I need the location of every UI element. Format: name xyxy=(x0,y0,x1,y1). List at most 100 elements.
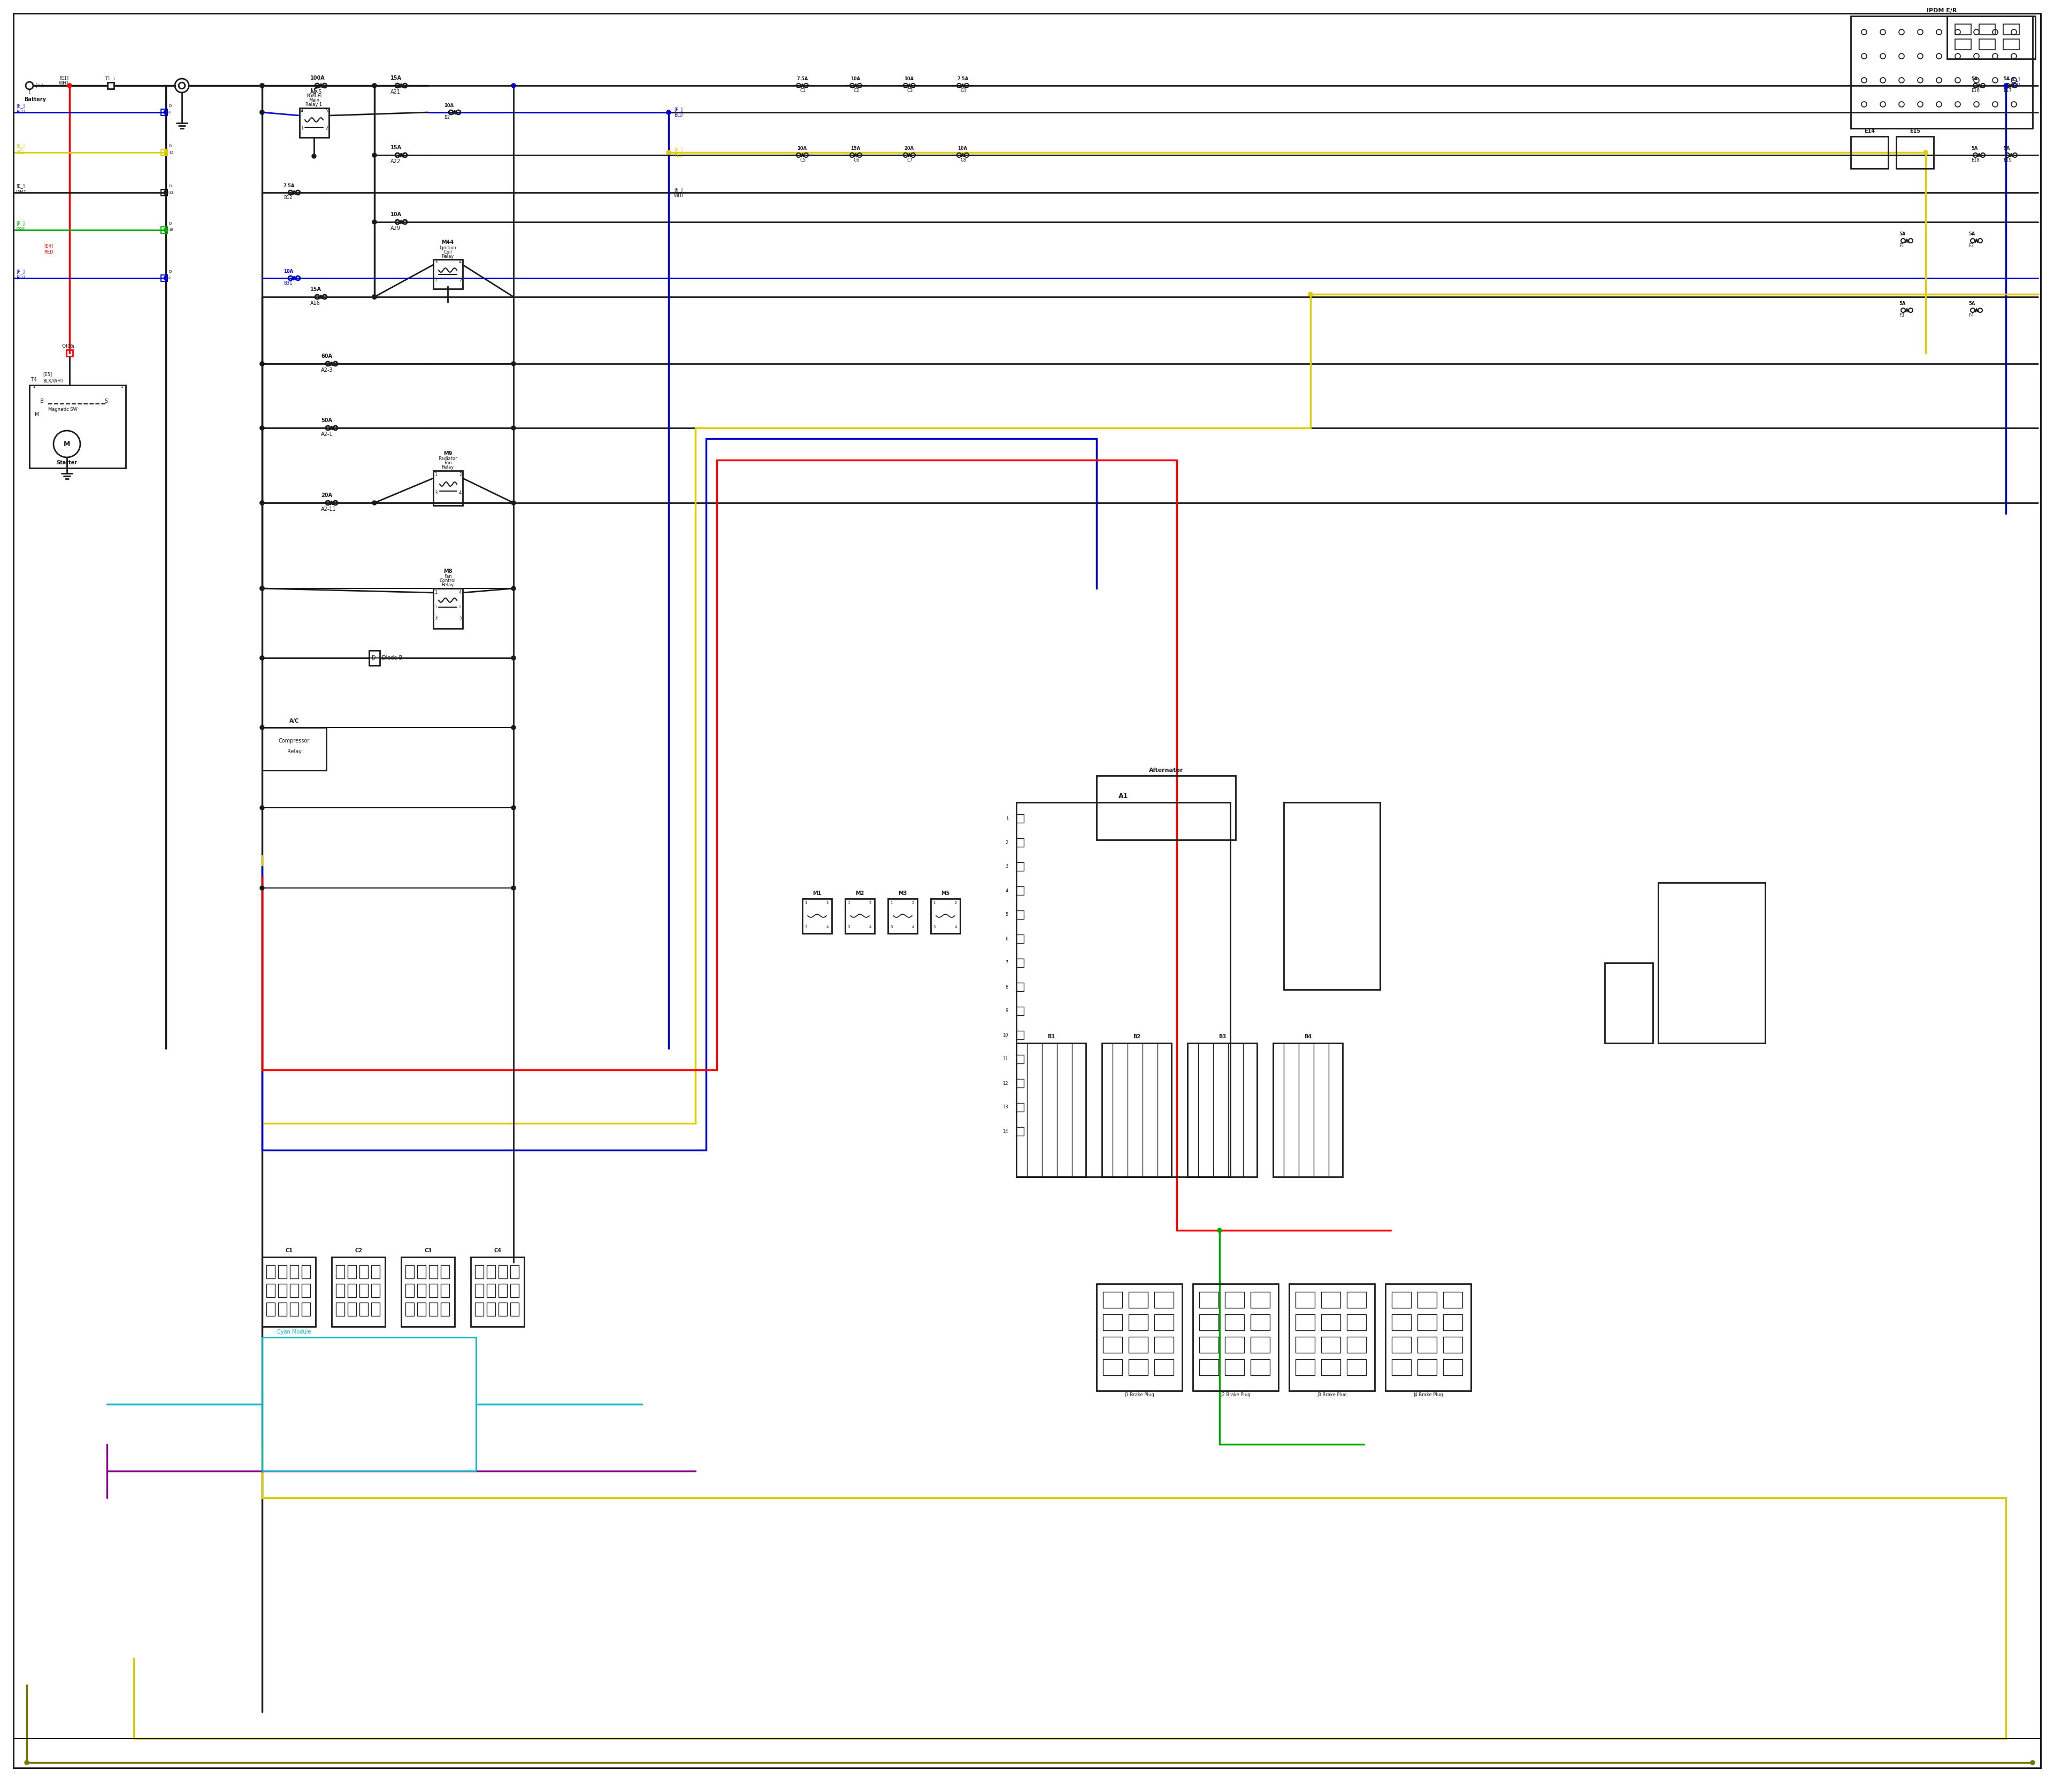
Bar xyxy=(417,1283,425,1297)
Text: [E_]
WHT: [E_] WHT xyxy=(674,188,684,197)
Bar xyxy=(1017,982,1023,991)
Bar xyxy=(1187,1043,1257,1177)
Circle shape xyxy=(372,294,376,299)
Text: 2: 2 xyxy=(955,901,957,905)
Text: 12: 12 xyxy=(1002,1081,1009,1086)
Bar xyxy=(1103,1337,1121,1353)
Circle shape xyxy=(511,885,516,891)
Bar xyxy=(1224,1292,1245,1308)
Text: 7.5A: 7.5A xyxy=(957,77,969,82)
Text: C2: C2 xyxy=(852,88,859,93)
Text: Relay 1: Relay 1 xyxy=(306,102,322,108)
Bar xyxy=(160,109,168,115)
Text: 5A: 5A xyxy=(2003,77,2009,82)
Text: Relay: Relay xyxy=(442,582,454,588)
Bar xyxy=(1947,16,2036,59)
Text: M5: M5 xyxy=(941,891,949,896)
Bar xyxy=(1017,839,1023,848)
Text: C8: C8 xyxy=(959,158,965,163)
Bar xyxy=(290,1283,298,1297)
Bar xyxy=(1101,1043,1171,1177)
Bar xyxy=(1017,862,1023,871)
Text: 10A: 10A xyxy=(957,147,967,151)
Text: C2: C2 xyxy=(355,1247,362,1253)
Text: (+): (+) xyxy=(35,82,43,88)
Bar xyxy=(160,228,168,233)
Bar xyxy=(474,1265,483,1278)
Circle shape xyxy=(261,426,265,430)
Circle shape xyxy=(261,726,265,729)
Bar xyxy=(1347,1314,1366,1330)
Text: 1: 1 xyxy=(33,385,35,389)
Text: A2-11: A2-11 xyxy=(320,507,337,513)
Text: 2: 2 xyxy=(168,276,170,280)
Text: 5A: 5A xyxy=(1968,301,1976,306)
Bar xyxy=(290,1265,298,1278)
Bar xyxy=(29,385,125,468)
Text: 1: 1 xyxy=(433,473,438,477)
Text: 1: 1 xyxy=(889,901,893,905)
Bar xyxy=(1296,1337,1315,1353)
Bar xyxy=(1017,910,1023,919)
Text: 13: 13 xyxy=(1002,1106,1009,1109)
Bar xyxy=(1444,1337,1462,1353)
Text: A2-1: A2-1 xyxy=(320,432,333,437)
Bar xyxy=(337,1265,345,1278)
Circle shape xyxy=(261,656,265,659)
Text: D: D xyxy=(168,222,170,226)
Text: 2: 2 xyxy=(826,901,828,905)
Text: 10A: 10A xyxy=(797,147,807,151)
Bar xyxy=(1251,1314,1269,1330)
Text: M8: M8 xyxy=(444,568,452,573)
Text: BLK/WHT: BLK/WHT xyxy=(43,378,64,383)
Bar xyxy=(1200,1314,1218,1330)
Circle shape xyxy=(261,500,265,505)
Bar xyxy=(1321,1360,1341,1374)
Text: 3: 3 xyxy=(433,491,438,496)
Bar xyxy=(1604,962,1653,1043)
Bar xyxy=(442,1265,450,1278)
Text: 5A: 5A xyxy=(1898,231,1906,237)
Text: B3: B3 xyxy=(1218,1034,1226,1039)
Bar xyxy=(1097,1283,1183,1391)
Bar xyxy=(1097,776,1237,840)
Bar xyxy=(433,260,462,289)
Circle shape xyxy=(1923,151,1929,154)
Bar xyxy=(1347,1292,1366,1308)
Bar xyxy=(277,1303,288,1315)
Bar xyxy=(1273,1043,1343,1177)
Text: 3: 3 xyxy=(933,925,935,928)
Bar xyxy=(302,1265,310,1278)
Bar xyxy=(337,1283,345,1297)
Bar xyxy=(160,190,168,195)
Bar xyxy=(1980,23,1994,34)
Text: Ignition: Ignition xyxy=(440,246,456,251)
Text: B2: B2 xyxy=(444,115,450,120)
Text: 3: 3 xyxy=(433,615,438,620)
Text: Alternator: Alternator xyxy=(1148,767,1183,772)
Text: Relay: Relay xyxy=(442,466,454,470)
Bar xyxy=(509,1265,520,1278)
Bar xyxy=(1444,1314,1462,1330)
Bar xyxy=(1980,39,1994,50)
Text: 3: 3 xyxy=(889,925,893,928)
Text: 50A: 50A xyxy=(320,418,333,423)
Circle shape xyxy=(261,885,265,891)
Bar xyxy=(1955,39,1972,50)
Text: 20A: 20A xyxy=(904,147,914,151)
Bar xyxy=(499,1303,507,1315)
Bar xyxy=(470,1256,524,1326)
Bar xyxy=(1417,1292,1436,1308)
Text: BLU: BLU xyxy=(16,109,25,115)
Bar xyxy=(1251,1292,1269,1308)
Text: J1 Brake Plug: J1 Brake Plug xyxy=(1124,1392,1154,1398)
Text: 4: 4 xyxy=(300,108,304,113)
Bar xyxy=(417,1303,425,1315)
Text: Starter: Starter xyxy=(55,461,78,466)
Text: D: D xyxy=(168,145,170,147)
Bar xyxy=(499,1265,507,1278)
Circle shape xyxy=(261,109,265,115)
Text: 2: 2 xyxy=(869,901,871,905)
Text: 3: 3 xyxy=(1004,864,1009,869)
Text: BLU: BLU xyxy=(16,276,25,281)
